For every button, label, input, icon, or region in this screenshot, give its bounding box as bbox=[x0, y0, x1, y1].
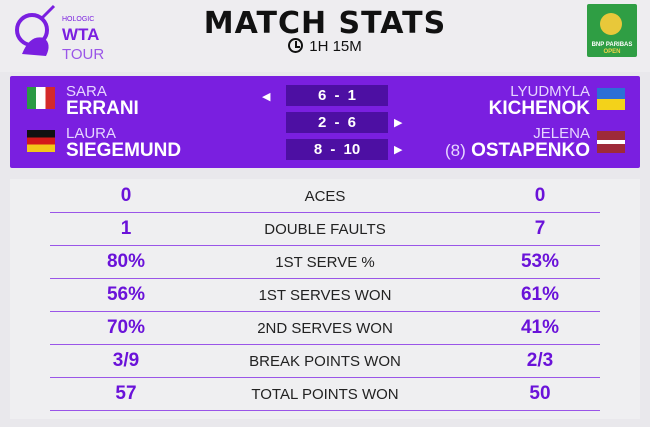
left-value: 56% bbox=[106, 284, 146, 305]
page-title: MATCH STATS bbox=[203, 6, 447, 41]
divider bbox=[50, 310, 600, 312]
stat-label: DOUBLE FAULTS bbox=[264, 221, 386, 238]
stat-label: BREAK POINTS WON bbox=[249, 353, 401, 370]
header: HOLOGIC WTA TOUR MATCH STATS 1H 15M BNP … bbox=[0, 0, 650, 72]
svg-text:HOLOGIC: HOLOGIC bbox=[62, 16, 94, 23]
set-winner-right-arrow-icon: ▶ bbox=[394, 144, 403, 156]
player-last-name: ERRANI bbox=[66, 98, 139, 119]
flag-germany bbox=[27, 130, 55, 152]
set-score: 6 - 1 bbox=[286, 85, 388, 106]
player-last-name: KICHENOK bbox=[488, 98, 590, 119]
stat-label: 2ND SERVES WON bbox=[257, 320, 393, 337]
flag-latvia bbox=[597, 131, 625, 153]
set-score: 2 - 6 bbox=[286, 112, 388, 133]
divider bbox=[50, 211, 600, 213]
set-score: 8 - 10 bbox=[286, 139, 388, 160]
stats-table: 0 ACES 0 1 DOUBLE FAULTS 7 80% 1ST SERVE % 53%… bbox=[10, 179, 640, 419]
svg-text:OPEN: OPEN bbox=[603, 49, 620, 55]
right-value: 61% bbox=[520, 284, 560, 305]
player-seed: (8) bbox=[445, 141, 466, 160]
right-value: 53% bbox=[520, 251, 560, 272]
svg-text:BNP PARIBAS: BNP PARIBAS bbox=[592, 42, 633, 48]
stat-row: 80% 1ST SERVE % 53% bbox=[10, 247, 640, 279]
stat-row: 3/9 BREAK POINTS WON 2/3 bbox=[10, 346, 640, 378]
bnp-paribas-open-logo: BNP PARIBAS OPEN bbox=[587, 4, 637, 57]
divider bbox=[50, 376, 600, 378]
svg-text:TOUR: TOUR bbox=[62, 46, 104, 63]
left-value: 57 bbox=[115, 383, 137, 404]
player-first-name: JELENA bbox=[533, 125, 590, 142]
flag-ukraine bbox=[597, 88, 625, 110]
stat-row: 56% 1ST SERVES WON 61% bbox=[10, 280, 640, 312]
stat-label: 1ST SERVES WON bbox=[258, 287, 392, 304]
right-value: 7 bbox=[534, 218, 546, 239]
flag-italy bbox=[27, 87, 55, 109]
divider bbox=[50, 409, 600, 411]
set-winner-right-arrow-icon: ▶ bbox=[394, 117, 403, 129]
left-value: 70% bbox=[106, 317, 146, 338]
right-value: 41% bbox=[520, 317, 560, 338]
scoreboard: SARA ERRANI LAURA SIEGEMUND ◀ 6 - 1 2 - … bbox=[10, 76, 640, 168]
stat-row: 1 DOUBLE FAULTS 7 bbox=[10, 214, 640, 246]
player-last-name: SIEGEMUND bbox=[66, 140, 182, 161]
player-first-name: LYUDMYLA bbox=[510, 83, 590, 100]
clock-icon bbox=[288, 38, 304, 53]
left-value: 0 bbox=[120, 185, 132, 206]
right-value: 50 bbox=[529, 383, 551, 404]
svg-text:WTA: WTA bbox=[62, 25, 99, 44]
stat-row: 57 TOTAL POINTS WON 50 bbox=[10, 379, 640, 411]
set-winner-left-arrow-icon: ◀ bbox=[262, 91, 271, 103]
stat-row: 70% 2ND SERVES WON 41% bbox=[10, 313, 640, 345]
divider bbox=[50, 277, 600, 279]
stat-row: 0 ACES 0 bbox=[10, 181, 640, 213]
stat-label: TOTAL POINTS WON bbox=[251, 386, 399, 403]
left-value: 3/9 bbox=[112, 350, 140, 371]
wta-tour-logo: HOLOGIC WTA TOUR bbox=[15, 4, 104, 63]
left-value: 1 bbox=[120, 218, 132, 239]
player-first-name: LAURA bbox=[66, 125, 117, 142]
divider bbox=[50, 244, 600, 246]
right-value: 0 bbox=[534, 185, 546, 206]
stat-label: 1ST SERVE % bbox=[275, 254, 375, 271]
right-value: 2/3 bbox=[526, 350, 554, 371]
stat-label: ACES bbox=[304, 188, 346, 205]
match-duration: 1H 15M bbox=[0, 38, 650, 55]
player-first-name: SARA bbox=[66, 83, 107, 100]
divider bbox=[50, 343, 600, 345]
left-value: 80% bbox=[106, 251, 146, 272]
player-last-name: (8) OSTAPENKO bbox=[445, 140, 590, 161]
